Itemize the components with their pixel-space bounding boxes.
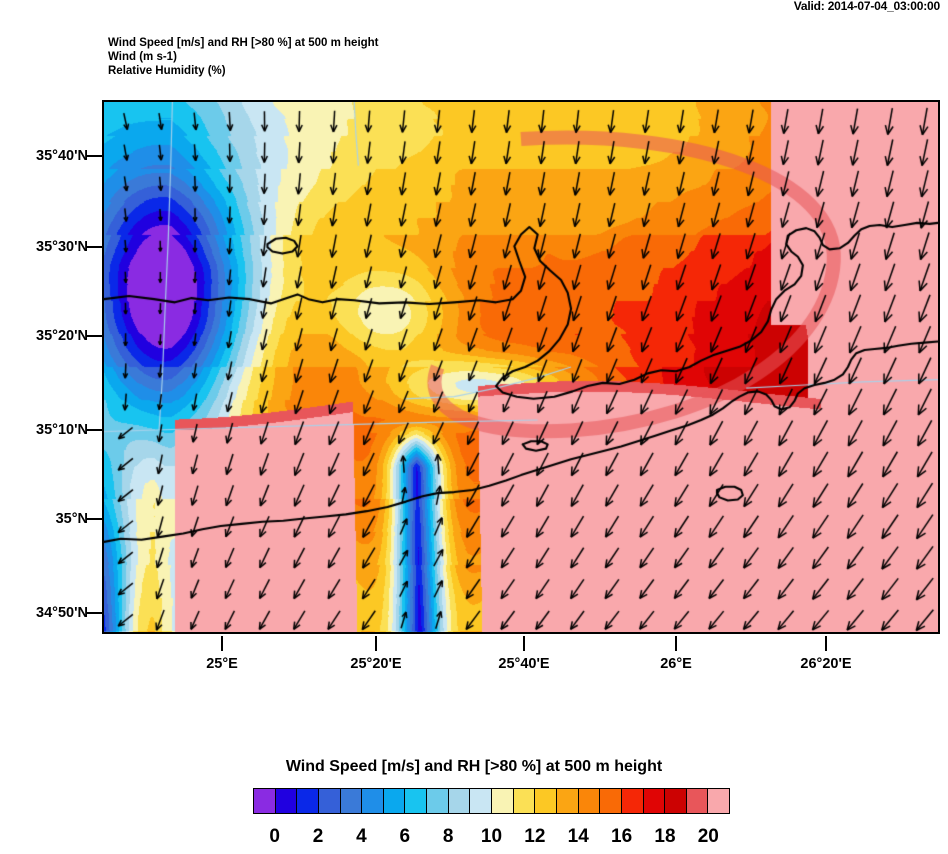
- colorbar-swatch[interactable]: [275, 789, 298, 813]
- colorbar-swatch[interactable]: [686, 789, 709, 813]
- colorbar-swatch[interactable]: [492, 789, 514, 813]
- x-axis-tick-label: 26°E: [660, 656, 692, 672]
- x-axis-tick-mark: [375, 636, 377, 651]
- colorbar-swatch[interactable]: [362, 789, 384, 813]
- title-line-1: Wind Speed [m/s] and RH [>80 %] at 500 m…: [108, 37, 379, 49]
- x-axis-tick-mark: [523, 636, 525, 651]
- colorbar-swatch[interactable]: [513, 789, 536, 813]
- colorbar-swatch[interactable]: [621, 789, 644, 813]
- colorbar-tick-label: 8: [442, 826, 454, 847]
- y-axis-tick-mark: [86, 429, 102, 431]
- colorbar-tick-label: 16: [611, 826, 633, 847]
- colorbar-swatch[interactable]: [578, 789, 601, 813]
- map-plot-area[interactable]: [102, 100, 940, 634]
- colorbar-swatch[interactable]: [340, 789, 363, 813]
- colorbar-swatch[interactable]: [448, 789, 471, 813]
- title-line-3: Relative Humidity (%): [108, 65, 226, 78]
- colorbar-swatch[interactable]: [470, 789, 493, 813]
- colorbar[interactable]: [253, 788, 730, 814]
- colorbar-swatch[interactable]: [427, 789, 449, 813]
- y-axis-tick-mark: [86, 246, 102, 248]
- contour-field-canvas: [104, 102, 938, 632]
- y-axis-tick-mark: [86, 155, 102, 157]
- colorbar-tick-label: 18: [654, 826, 676, 847]
- colorbar-swatch[interactable]: [297, 789, 319, 813]
- valid-time-stamp: Valid: 2014-07-04_03:00:00: [793, 0, 940, 13]
- colorbar-swatch[interactable]: [383, 789, 406, 813]
- title-block: Wind Speed [m/s] and RH [>80 %] at 500 m…: [108, 36, 379, 79]
- y-axis-tick-mark: [86, 518, 102, 520]
- y-axis-tick-label: 34°50'N: [36, 605, 88, 621]
- y-axis-tick-label: 35°20'N: [36, 328, 88, 344]
- colorbar-swatch[interactable]: [556, 789, 579, 813]
- colorbar-tick-label: 20: [697, 826, 719, 847]
- x-axis-tick-mark: [675, 636, 677, 651]
- colorbar-swatch[interactable]: [318, 789, 341, 813]
- x-axis-tick-label: 25°40'E: [498, 656, 550, 672]
- colorbar-tick-label: 14: [567, 826, 589, 847]
- y-axis-tick-label: 35°10'N: [36, 422, 88, 438]
- x-axis-tick-label: 25°E: [206, 656, 238, 672]
- colorbar-tick-label: 2: [312, 826, 324, 847]
- colorbar-swatch[interactable]: [643, 789, 666, 813]
- x-axis-tick-label: 25°20'E: [350, 656, 402, 672]
- colorbar-tick-label: 4: [356, 826, 367, 847]
- colorbar-swatch[interactable]: [535, 789, 557, 813]
- colorbar-tick-label: 0: [269, 826, 280, 847]
- colorbar-swatch[interactable]: [665, 789, 687, 813]
- colorbar-title: Wind Speed [m/s] and RH [>80 %] at 500 m…: [285, 758, 663, 775]
- x-axis-tick-mark: [825, 636, 827, 651]
- y-axis-tick-mark: [86, 612, 102, 614]
- colorbar-swatch[interactable]: [254, 789, 276, 813]
- colorbar-tick-label: 6: [399, 826, 411, 847]
- y-axis-tick-mark: [86, 335, 102, 337]
- x-axis-tick-label: 26°20'E: [800, 656, 852, 672]
- colorbar-swatch[interactable]: [708, 789, 730, 813]
- y-axis-tick-label: 35°30'N: [36, 239, 88, 255]
- title-line-2: Wind (m s-1): [108, 51, 177, 64]
- colorbar-swatch[interactable]: [405, 789, 428, 813]
- colorbar-tick-label: 12: [524, 826, 546, 847]
- x-axis-tick-mark: [221, 636, 223, 651]
- y-axis-tick-label: 35°N: [55, 511, 88, 527]
- colorbar-tick-label: 10: [480, 826, 503, 847]
- y-axis-tick-label: 35°40'N: [36, 148, 88, 164]
- colorbar-swatch[interactable]: [600, 789, 622, 813]
